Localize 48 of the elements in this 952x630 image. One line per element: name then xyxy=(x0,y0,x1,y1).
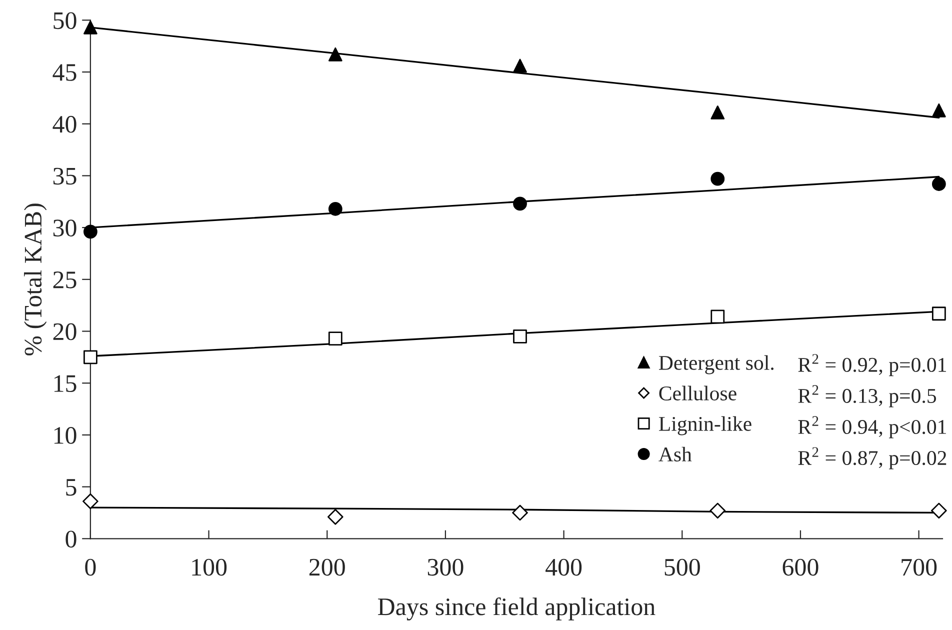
y-tick-label: 15 xyxy=(54,375,76,392)
y-tick-label: 25 xyxy=(53,272,76,288)
point xyxy=(512,504,528,521)
x-tick-label: 200 xyxy=(309,558,345,576)
annotation: R$^{2}$ = 0.13, p=0.5 xyxy=(798,385,936,408)
point xyxy=(328,332,342,346)
x-axis-title: Days since field application xyxy=(378,597,656,620)
point xyxy=(932,103,946,118)
point xyxy=(931,502,947,519)
point xyxy=(710,310,725,324)
x-tick-label: 0 xyxy=(85,558,96,576)
point xyxy=(710,502,726,519)
y-tick-label: 40 xyxy=(52,116,76,133)
point xyxy=(932,177,946,191)
point xyxy=(513,329,527,344)
x-tick-label: 300 xyxy=(428,558,464,576)
x-tick-label: 100 xyxy=(192,558,227,576)
point xyxy=(513,196,527,211)
point xyxy=(82,493,98,510)
point xyxy=(328,202,342,216)
point xyxy=(327,508,344,525)
y-tick-label: 50 xyxy=(54,12,76,30)
point xyxy=(83,224,98,239)
point xyxy=(83,350,98,364)
y-tick-label: 45 xyxy=(52,64,76,81)
y-tick-label: 0 xyxy=(66,530,76,548)
x-tick-label: 700 xyxy=(902,558,937,576)
y-axis-title: % (Total KAB) xyxy=(24,204,47,356)
annotation: R$^{2}$ = 0.94, p<0.01 xyxy=(798,416,946,438)
x-tick-label: 400 xyxy=(546,558,582,576)
legend-label: Cellulose xyxy=(659,386,736,400)
point xyxy=(328,47,342,62)
y-tick-label: 20 xyxy=(53,323,76,340)
y-tick-label: 35 xyxy=(53,168,76,185)
point xyxy=(710,172,725,186)
x-tick-label: 500 xyxy=(664,558,700,576)
point xyxy=(513,58,527,73)
legend-label: Lignin-like xyxy=(658,416,752,436)
annotation: R$^{2}$ = 0.87, p=0.02 xyxy=(798,447,946,470)
x-tick-label: 600 xyxy=(782,558,818,576)
legend-label: Detergent sol. xyxy=(658,355,774,374)
y-tick-label: 5 xyxy=(66,479,76,496)
y-tick-label: 10 xyxy=(54,427,76,444)
y-tick-label: 30 xyxy=(53,220,76,236)
annotation: R$^{2}$ = 0.92, p=0.01 xyxy=(798,354,946,376)
point xyxy=(932,306,946,321)
legend-label: Ash xyxy=(658,446,692,462)
point xyxy=(710,106,725,120)
